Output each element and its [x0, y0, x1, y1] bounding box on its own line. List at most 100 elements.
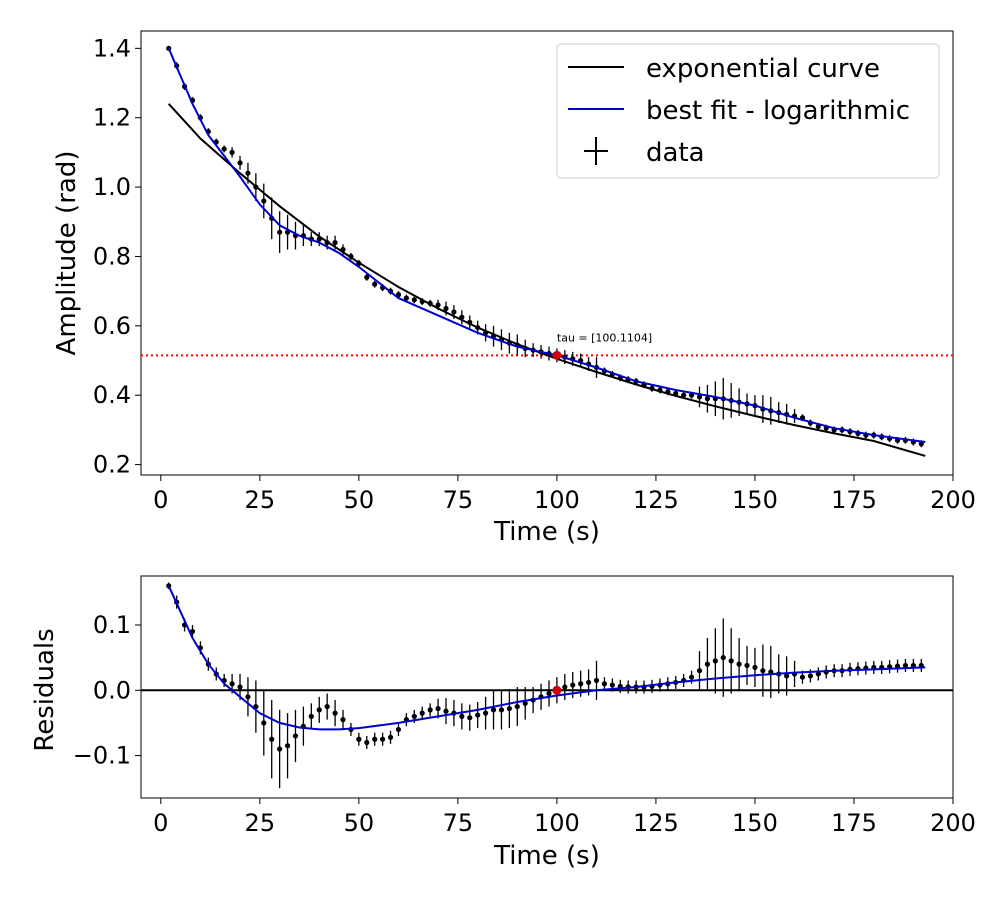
y-tick-label: 0.6: [93, 312, 131, 340]
data-marker: [649, 385, 655, 391]
data-point: [332, 235, 338, 250]
data-point: [419, 706, 425, 720]
data-point: [253, 173, 259, 201]
data-point: [395, 722, 402, 736]
data-marker: [324, 703, 330, 710]
data-point: [364, 273, 370, 281]
data-point: [332, 700, 338, 727]
y-tick-label: 0.0: [93, 676, 131, 704]
legend-label-data: data: [646, 138, 705, 168]
x-tick-label: 125: [633, 486, 679, 514]
data-point: [744, 645, 750, 686]
data-marker: [372, 736, 378, 742]
data-point: [760, 644, 766, 697]
data-point: [696, 386, 703, 408]
x-tick-label: 50: [344, 486, 375, 514]
amplitude-y-ticks: 0.2 0.4 0.6 0.8 1.0 1.2 1.4: [93, 34, 141, 479]
x-tick-label: 25: [245, 486, 276, 514]
data-marker: [546, 690, 552, 697]
tau-marker: [552, 350, 562, 360]
data-marker: [720, 655, 726, 661]
data-point: [277, 211, 283, 253]
amplitude-x-axis-title: Time (s): [493, 517, 600, 547]
data-point: [316, 696, 322, 723]
data-point: [562, 673, 568, 701]
x-tick-label: 0: [153, 809, 168, 837]
data-point: [593, 660, 600, 701]
data-marker: [704, 396, 711, 402]
residuals-x-ticks: 0 25 50 75 100 125 150 175 200: [153, 798, 976, 837]
legend-label-exponential-curve: exponential curve: [646, 54, 880, 84]
data-point: [348, 253, 354, 260]
data-point: [356, 732, 362, 746]
data-marker: [799, 674, 806, 680]
data-marker: [277, 229, 283, 235]
data-marker: [253, 184, 259, 190]
residuals-y-ticks: −0.1 0.0 0.1: [73, 611, 141, 770]
data-marker: [380, 736, 386, 742]
data-point: [427, 703, 433, 717]
data-point: [261, 183, 267, 219]
data-marker: [237, 684, 243, 690]
data-point: [704, 384, 711, 413]
data-point: [483, 696, 489, 730]
data-marker: [443, 305, 449, 312]
data-point: [681, 391, 687, 399]
y-tick-label: −0.1: [73, 742, 131, 770]
data-point: [443, 301, 449, 316]
data-marker: [744, 662, 750, 669]
data-marker: [419, 710, 425, 716]
x-tick-label: 75: [443, 809, 474, 837]
data-marker: [340, 717, 346, 723]
data-marker: [229, 681, 235, 687]
data-marker: [316, 236, 322, 242]
data-marker: [475, 324, 481, 331]
data-marker: [332, 239, 338, 246]
x-tick-label: 75: [443, 486, 474, 514]
data-point: [649, 384, 655, 392]
data-marker: [673, 390, 679, 397]
data-marker: [395, 726, 402, 733]
data-marker: [760, 668, 766, 674]
data-marker: [570, 682, 576, 688]
data-marker: [807, 673, 814, 679]
data-point: [435, 698, 441, 719]
data-marker: [459, 314, 465, 320]
data-point: [601, 677, 608, 691]
data-marker: [332, 710, 338, 716]
x-tick-label: 150: [732, 809, 778, 837]
x-tick-label: 100: [534, 809, 580, 837]
data-marker: [815, 671, 821, 677]
data-point: [372, 732, 378, 746]
data-marker: [609, 682, 615, 688]
data-marker: [467, 319, 473, 325]
data-point: [419, 298, 425, 306]
x-tick-label: 25: [245, 809, 276, 837]
data-marker: [403, 295, 409, 301]
data-marker: [704, 661, 711, 667]
data-point: [340, 244, 346, 255]
data-point: [728, 628, 734, 694]
data-marker: [435, 302, 441, 308]
data-point: [498, 690, 505, 730]
data-marker: [443, 708, 449, 714]
data-point: [245, 677, 251, 717]
data-point: [340, 709, 346, 730]
data-marker: [752, 664, 758, 671]
data-point: [467, 704, 473, 731]
data-marker: [696, 394, 703, 400]
tau-marker: [552, 685, 562, 695]
data-marker: [372, 281, 378, 287]
legend-label-best-fit: best fit - logarithmic: [646, 96, 910, 126]
x-tick-label: 125: [633, 809, 679, 837]
data-point: [292, 709, 299, 763]
data-point: [673, 390, 679, 397]
data-point: [546, 680, 552, 707]
data-marker: [451, 309, 457, 315]
data-point: [712, 628, 718, 694]
x-tick-label: 200: [930, 486, 976, 514]
data-marker: [411, 713, 417, 719]
data-point: [467, 315, 473, 330]
data-marker: [245, 170, 251, 176]
